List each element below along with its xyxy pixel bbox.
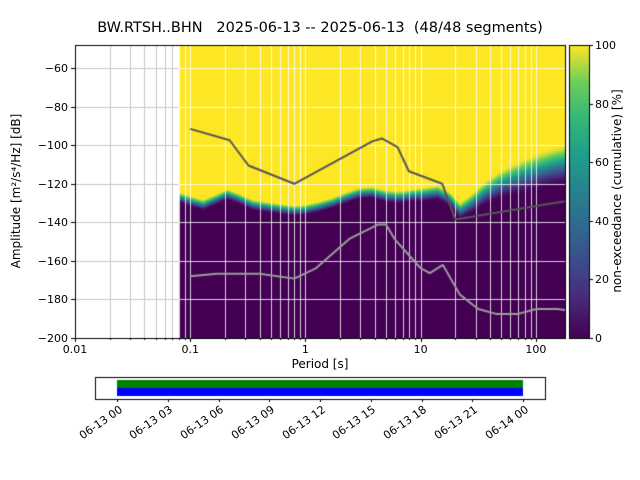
colorbar-tick-label: 80: [595, 97, 609, 111]
y-tick-label: −120: [37, 177, 68, 191]
y-tick-label: −180: [37, 293, 68, 307]
colorbar-tick-label: 60: [595, 156, 609, 170]
colorbar-tick-label: 20: [595, 273, 609, 287]
y-tick-label: −140: [37, 216, 68, 230]
x-tick-label: 10: [413, 343, 428, 356]
x-tick-label: 0.01: [62, 343, 88, 356]
x-tick-label: 1: [301, 343, 309, 356]
x-axis-label: Period [s]: [291, 357, 349, 371]
x-tick-label: 100: [525, 343, 547, 356]
colorbar-tick-label: 100: [595, 39, 616, 52]
colorbar-label: non-exceedance (cumulative) [%]: [610, 89, 624, 293]
x-tick-label: 0.1: [181, 343, 199, 356]
y-tick-label: −60: [44, 62, 68, 76]
colorbar-tick-label: 0: [595, 332, 602, 345]
y-axis-label: Amplitude [m²/s⁴/Hz] [dB]: [9, 113, 23, 269]
y-tick-label: −160: [37, 254, 68, 268]
colorbar-tick-label: 40: [595, 214, 609, 228]
y-tick-label: −80: [44, 100, 68, 114]
y-tick-label: −200: [37, 332, 68, 345]
y-tick-label: −100: [37, 139, 68, 153]
plot-title: BW.RTSH..BHN 2025-06-13 -- 2025-06-13 (4…: [97, 20, 543, 36]
